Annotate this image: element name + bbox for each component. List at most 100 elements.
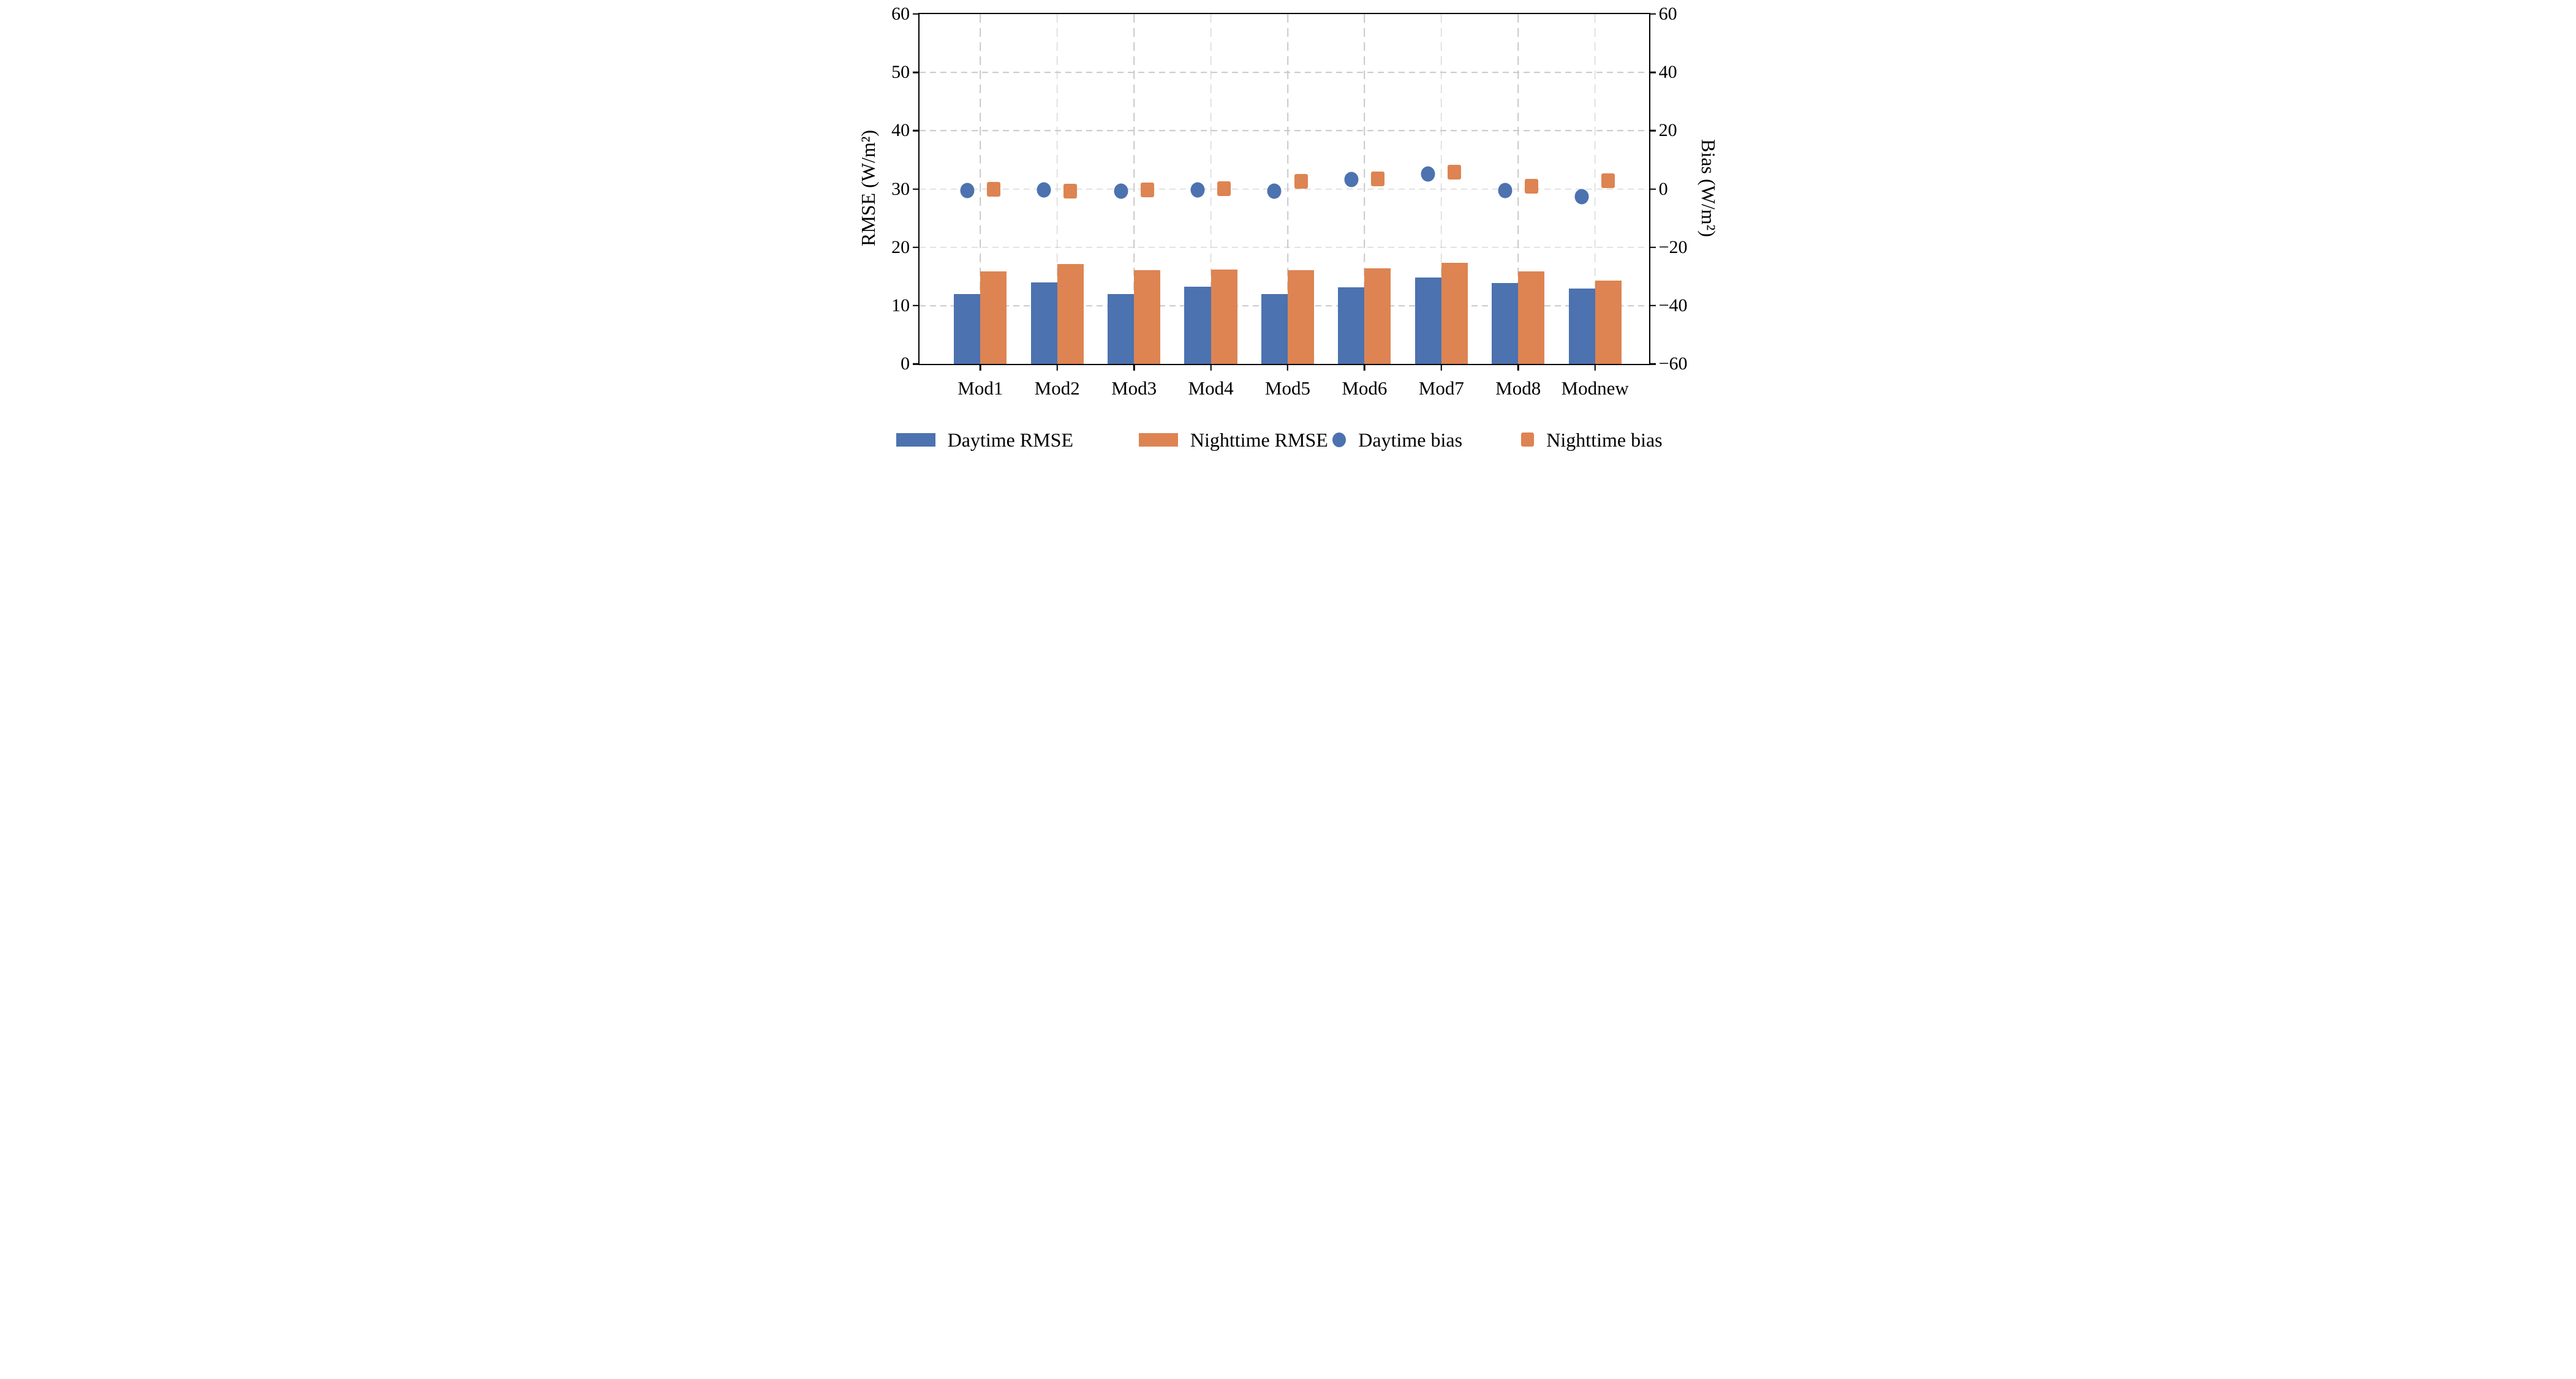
daytime-bias-marker: [1344, 172, 1359, 187]
legend-item-daytime-rmse: Daytime RMSE: [896, 430, 1073, 450]
nighttime-bias-marker: [1063, 183, 1078, 198]
v-gridline: [1517, 13, 1519, 365]
bottom-axis-tick: [1056, 365, 1058, 371]
bottom-axis-tick: [1210, 365, 1212, 371]
legend-item-daytime-bias: Daytime bias: [1332, 430, 1462, 450]
left-axis-tick: [913, 130, 919, 132]
nighttime-bias-marker: [986, 182, 1000, 197]
daytime-rmse-bar: [1108, 293, 1135, 365]
daytime-bias-marker: [1114, 183, 1128, 199]
h-gridline: [920, 188, 1649, 190]
bottom-axis-tick: [1440, 365, 1443, 371]
x-tick-label: Mod2: [1034, 377, 1080, 399]
legend-item-nighttime-bias: Nighttime bias: [1521, 428, 1663, 451]
legend-label-nighttime-rmse: Nighttime RMSE: [1190, 428, 1328, 451]
right-axis-tick: [1650, 13, 1656, 15]
x-tick-label: Mod1: [958, 377, 1003, 399]
left-axis-tick-label: 30: [891, 178, 910, 199]
nighttime-rmse-bar: [1441, 262, 1468, 365]
daytime-bias-marker: [960, 183, 975, 198]
nighttime-bias-marker: [1524, 178, 1538, 194]
daytime-rmse-swatch: [896, 433, 935, 447]
right-axis-tick-label: 20: [1658, 120, 1677, 141]
h-gridline: [920, 130, 1649, 132]
right-axis-tick-label: −60: [1658, 353, 1688, 374]
right-axis-tick-label: −20: [1658, 236, 1688, 257]
plot-area: 0 10 20 30 40 50 60 −60 −40 −20 0 20 40 60 Mod1 Mod2 Mod…: [891, 4, 1687, 398]
bottom-axis-tick: [1133, 365, 1135, 371]
v-gridline: [980, 13, 981, 365]
nighttime-bias-marker: [1294, 174, 1308, 189]
daytime-rmse-bar: [1184, 286, 1211, 365]
left-axis-tick: [913, 13, 919, 15]
nighttime-bias-marker: [1601, 173, 1615, 189]
x-tick-label: Modnew: [1561, 377, 1629, 399]
h-gridline: [920, 72, 1649, 73]
nighttime-rmse-bar: [1134, 270, 1161, 365]
v-gridline: [1210, 13, 1212, 365]
left-axis-tick: [913, 363, 919, 365]
v-gridline: [1287, 13, 1288, 365]
daytime-rmse-bar: [1492, 282, 1519, 365]
bottom-axis-tick: [1286, 365, 1289, 371]
nighttime-rmse-bar: [1364, 268, 1391, 365]
daytime-bias-marker: [1574, 189, 1589, 205]
nighttime-rmse-bar: [1518, 271, 1545, 365]
legend-label-nighttime-bias: Nighttime bias: [1546, 428, 1663, 451]
x-tick-label: Mod7: [1418, 377, 1464, 399]
v-gridline: [1056, 13, 1058, 365]
figure: RMSE (W/m²) Bias (W/m²) 0 10 20 30 40 50 60 −60…: [859, 0, 1717, 459]
bottom-axis-tick: [1364, 365, 1365, 371]
daytime-bias-marker: [1190, 182, 1205, 198]
left-axis-tick-label: 10: [891, 295, 910, 315]
right-axis-tick-label: 40: [1658, 62, 1677, 83]
legend-item-nighttime-rmse: Nighttime RMSE: [1138, 428, 1328, 451]
nighttime-rmse-swatch: [1138, 433, 1178, 447]
left-axis-tick-label: 60: [891, 3, 910, 24]
x-tick-label: Mod4: [1188, 377, 1234, 399]
daytime-bias-marker-swatch: [1332, 432, 1347, 447]
left-axis-tick: [913, 188, 919, 190]
daytime-rmse-bar: [1261, 293, 1288, 365]
left-axis-tick-label: 20: [891, 236, 910, 257]
nighttime-bias-marker: [1217, 181, 1231, 197]
bottom-axis-tick: [1594, 365, 1596, 371]
right-axis-tick: [1650, 246, 1656, 249]
v-gridline: [1441, 13, 1442, 365]
nighttime-rmse-bar: [1287, 270, 1315, 365]
right-axis-tick-label: −40: [1658, 295, 1688, 315]
left-axis-tick: [913, 246, 919, 249]
nighttime-bias-marker: [1140, 182, 1154, 197]
v-gridline: [1594, 13, 1596, 365]
nighttime-rmse-bar: [980, 271, 1007, 365]
left-axis-tick: [913, 71, 919, 74]
x-tick-label: Mod6: [1342, 377, 1388, 399]
nighttime-rmse-bar: [1595, 281, 1622, 365]
right-axis-tick-label: 0: [1658, 178, 1668, 199]
nighttime-bias-marker-swatch: [1521, 433, 1535, 447]
right-axis-tick: [1650, 130, 1656, 132]
nighttime-bias-marker: [1370, 172, 1384, 187]
legend-label-daytime-bias: Daytime bias: [1358, 428, 1463, 451]
left-axis-tick: [913, 304, 919, 307]
left-axis-tick-label: 40: [891, 120, 910, 141]
daytime-rmse-bar: [954, 293, 981, 365]
h-gridline: [920, 246, 1649, 248]
left-axis-tick-label: 0: [901, 353, 910, 374]
right-axis-tick: [1650, 363, 1656, 365]
right-axis-tick-label: 60: [1658, 3, 1677, 24]
x-tick-label: Mod3: [1111, 377, 1157, 399]
daytime-rmse-bar: [1030, 282, 1057, 365]
nighttime-rmse-bar: [1211, 269, 1237, 365]
left-axis-label: RMSE (W/m²): [859, 130, 879, 247]
daytime-bias-marker: [1267, 183, 1282, 199]
right-axis-label: Bias (W/m²): [1697, 139, 1717, 237]
v-gridline: [1364, 13, 1365, 365]
legend-label-daytime-rmse: Daytime RMSE: [947, 428, 1074, 451]
right-axis-tick: [1650, 71, 1656, 74]
right-axis-tick: [1650, 304, 1656, 307]
x-tick-label: Mod8: [1495, 377, 1541, 399]
x-tick-label: Mod5: [1264, 377, 1311, 399]
daytime-rmse-bar: [1415, 278, 1441, 365]
bottom-axis-tick: [980, 365, 981, 371]
